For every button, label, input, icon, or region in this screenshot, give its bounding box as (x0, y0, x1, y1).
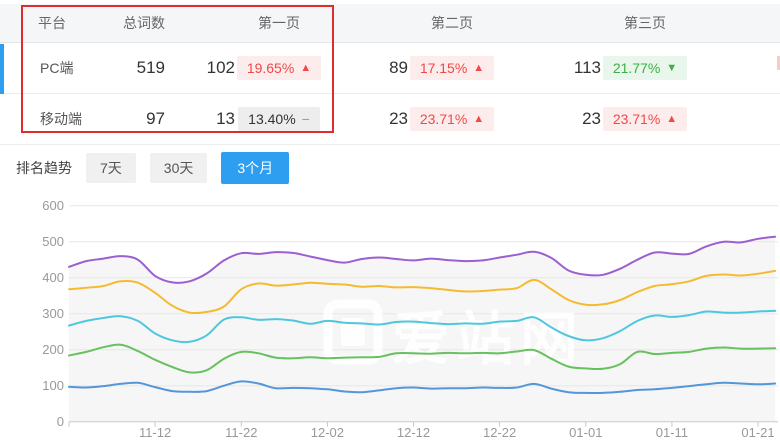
y-axis-label: 100 (42, 378, 64, 393)
page2-change-badge: 23.71% ▲ (409, 107, 495, 131)
area-fill (69, 236, 776, 422)
y-axis-label: 500 (42, 234, 64, 249)
series-yellow (68, 269, 777, 315)
x-axis-label: 12-12 (397, 425, 430, 440)
keyword-rank-table: 平台 总词数 第一页 第二页 第三页 PC端 519 102 19.65% ▲ 8… (0, 0, 780, 145)
series-purple (68, 235, 777, 284)
x-axis-label: 12-02 (311, 425, 344, 440)
page3-count: 113 (573, 58, 601, 77)
y-axis-label: 0 (57, 414, 64, 429)
trend-toolbar: 排名趋势 7天 30天 3个月 (0, 145, 780, 190)
table-row-pc[interactable]: PC端 519 102 19.65% ▲ 89 17.15% ▲ 113 21.77… (0, 43, 780, 94)
tab-30-days[interactable]: 30天 (149, 152, 208, 183)
total-words-value: 519 (136, 58, 165, 77)
platform-label: 移动端 (40, 111, 82, 127)
page3-change-badge: 23.71% ▲ (602, 107, 688, 131)
col-header-page3: 第三页 (624, 15, 666, 31)
total-words-value: 97 (146, 109, 165, 128)
x-axis-label: 11-12 (139, 425, 171, 440)
page1-count: 102 (206, 58, 235, 77)
page2-change-badge: 17.15% ▲ (409, 56, 495, 80)
y-axis-label: 400 (42, 270, 64, 285)
series-blue (68, 380, 777, 395)
page2-count: 23 (389, 109, 408, 128)
trend-arrow-icon: ▲ (666, 112, 678, 125)
page2-count: 89 (389, 58, 408, 77)
col-header-platform: 平台 (38, 15, 66, 31)
page3-count: 23 (582, 109, 601, 128)
watermark-logo: 爱站网 (323, 299, 584, 372)
y-axis-label: 300 (42, 306, 64, 321)
col-header-total: 总词数 (123, 15, 165, 31)
platform-label: PC端 (40, 60, 74, 76)
tab-3-months[interactable]: 3个月 (221, 151, 290, 184)
x-axis-label: 01-11 (656, 425, 688, 440)
x-axis-label: 12-22 (483, 425, 516, 440)
rank-trend-chart: 爱站网 0 100 200 300 400 500 600 11-12 11-22 12-02 12-… (0, 190, 780, 448)
table-row-mobile[interactable]: 移动端 97 13 13.40% − 23 23.71% ▲ 23 23.71% ▲ (0, 94, 780, 145)
page1-count: 13 (216, 109, 235, 128)
trend-arrow-icon: ▲ (473, 61, 485, 74)
x-axis-label: 11-22 (225, 425, 257, 440)
trend-flat-icon: − (301, 111, 310, 127)
page1-change-badge: 19.65% ▲ (236, 56, 322, 80)
page1-change-badge: 13.40% − (238, 107, 320, 131)
clipped-badge-fragment (777, 56, 780, 70)
table-header-row: 平台 总词数 第一页 第二页 第三页 (0, 4, 780, 43)
tab-7-days[interactable]: 7天 (86, 152, 136, 183)
trend-line-chart-svg: 爱站网 0 100 200 300 400 500 600 11-12 11-22 12-02 12-… (42, 198, 778, 440)
col-header-page1: 第一页 (258, 15, 300, 31)
y-axis-label: 600 (42, 198, 64, 213)
active-row-indicator (0, 44, 4, 94)
trend-arrow-icon: ▲ (473, 112, 485, 125)
page3-change-badge: 21.77% ▼ (602, 56, 688, 80)
trend-arrow-icon: ▼ (666, 61, 678, 74)
trend-section-title: 排名趋势 (16, 159, 72, 176)
y-axis-label: 200 (42, 342, 64, 357)
trend-arrow-icon: ▲ (300, 61, 312, 74)
x-axis-label: 01-01 (569, 425, 602, 440)
col-header-page2: 第二页 (431, 15, 473, 31)
series-cyan (68, 309, 777, 344)
series-green (68, 343, 777, 374)
watermark-text: 爱站网 (392, 307, 584, 372)
x-axis-label: 01-21 (741, 425, 774, 440)
